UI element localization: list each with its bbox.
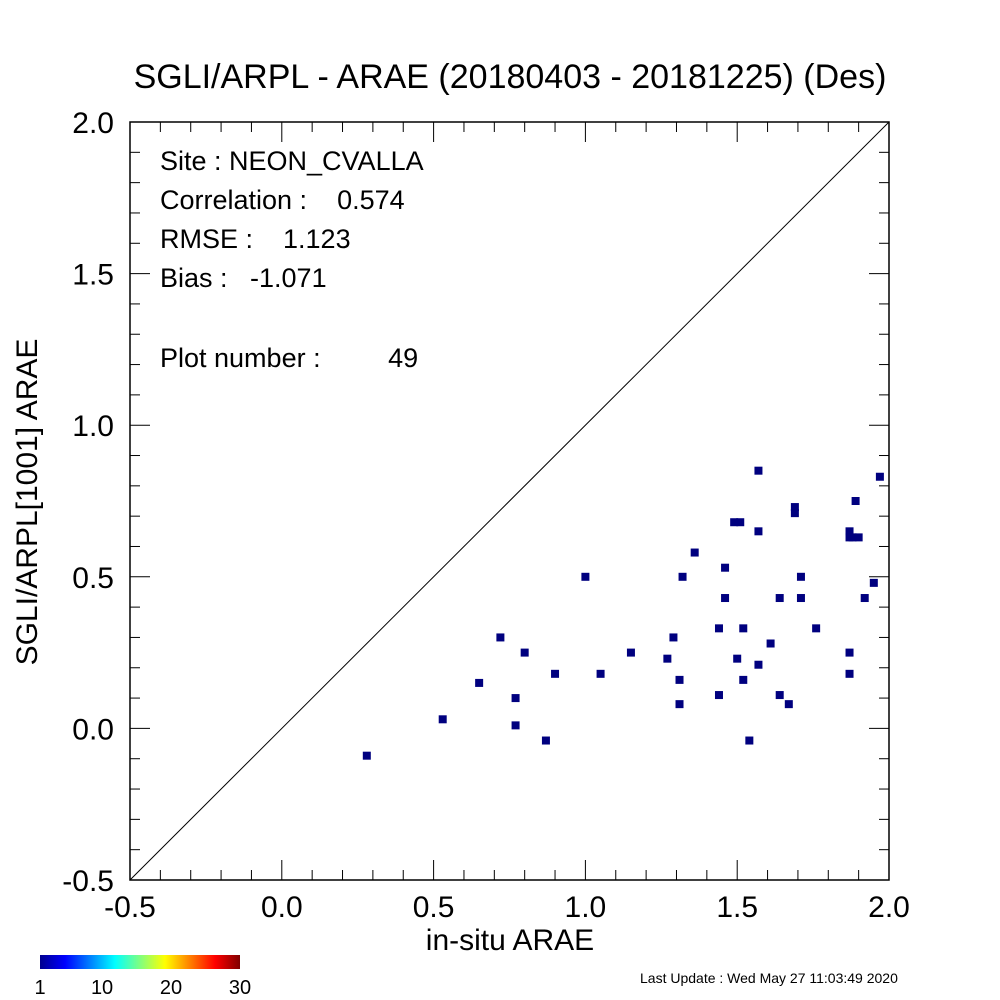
x-tick-label: -0.5 [104,891,156,924]
data-point [730,518,739,527]
correlation-label: Correlation : 0.574 [160,185,405,215]
data-point [362,751,371,760]
data-point [739,624,748,633]
data-point [766,639,775,648]
data-point [875,472,884,481]
data-point [790,503,799,512]
x-tick-label: 0.0 [261,891,303,924]
data-point [438,715,447,724]
site-label: Site : NEON_CVALLA [160,146,424,176]
data-point [551,669,560,678]
data-point [775,691,784,700]
data-point [739,675,748,684]
data-point [511,694,520,703]
x-tick-label: 1.0 [565,891,607,924]
plot-number-label: Plot number : 49 [160,343,418,373]
colorbar-tick-labels: 1 10 20 30 [34,977,251,999]
data-point [736,518,745,527]
data-point [790,509,799,518]
y-tick-label: 1.5 [72,259,114,292]
colorbar-tick-label: 20 [160,977,182,999]
bias-label: Bias : -1.071 [160,263,327,293]
data-point [475,678,484,687]
x-tick-label: 1.5 [716,891,758,924]
colorbar-tick-label: 1 [34,977,45,999]
data-point [721,563,730,572]
x-tick-label: 2.0 [868,891,910,924]
data-point [848,533,857,542]
data-point [796,594,805,603]
data-point [520,648,529,657]
x-tick-labels: -0.5 0.0 0.5 1.0 1.5 2.0 [104,891,910,924]
data-point [714,691,723,700]
data-point [796,572,805,581]
data-point [511,721,520,730]
colorbar-tick-label: 30 [229,977,251,999]
data-point [496,633,505,642]
data-points [362,466,884,760]
data-point [669,633,678,642]
statistics-panel: Site : NEON_CVALLA Correlation : 0.574 R… [160,146,424,373]
data-point [845,669,854,678]
data-point [775,594,784,603]
y-tick-label: -0.5 [62,865,114,898]
y-tick-labels: -0.5 0.0 0.5 1.0 1.5 2.0 [62,107,114,898]
axis-ticks [129,121,890,881]
data-point [581,572,590,581]
plot-frame [129,121,890,881]
data-point [869,578,878,587]
colorbar-tick-label: 10 [91,977,113,999]
data-point [663,654,672,663]
data-point [754,527,763,536]
data-point [754,466,763,475]
y-tick-label: 1.0 [72,410,114,443]
data-point [675,675,684,684]
data-point [860,594,869,603]
last-update-label: Last Update : Wed May 27 11:03:49 2020 [640,970,898,986]
y-tick-label: 0.0 [72,713,114,746]
data-point [675,700,684,709]
chart-title: SGLI/ARPL - ARAE (20180403 - 20181225) (… [134,58,887,96]
data-point [714,624,723,633]
data-point [733,654,742,663]
y-tick-label: 0.5 [72,562,114,595]
data-point [541,736,550,745]
x-tick-label: 0.5 [413,891,455,924]
data-point [745,736,754,745]
reference-line [130,122,889,880]
rmse-label: RMSE : 1.123 [160,224,351,254]
data-point [812,624,821,633]
data-point [678,572,687,581]
data-point [596,669,605,678]
y-axis-label: SGLI/ARPL[1001] ARAE [11,339,44,666]
colorbar [40,955,240,969]
y-tick-label: 2.0 [72,107,114,140]
data-point [626,648,635,657]
x-axis-label: in-situ ARAE [426,924,594,957]
data-point [690,548,699,557]
data-point [845,648,854,657]
data-point [845,527,854,536]
data-point [754,660,763,669]
data-point [784,700,793,709]
data-point [854,533,863,542]
data-point [721,594,730,603]
data-point [851,497,860,505]
